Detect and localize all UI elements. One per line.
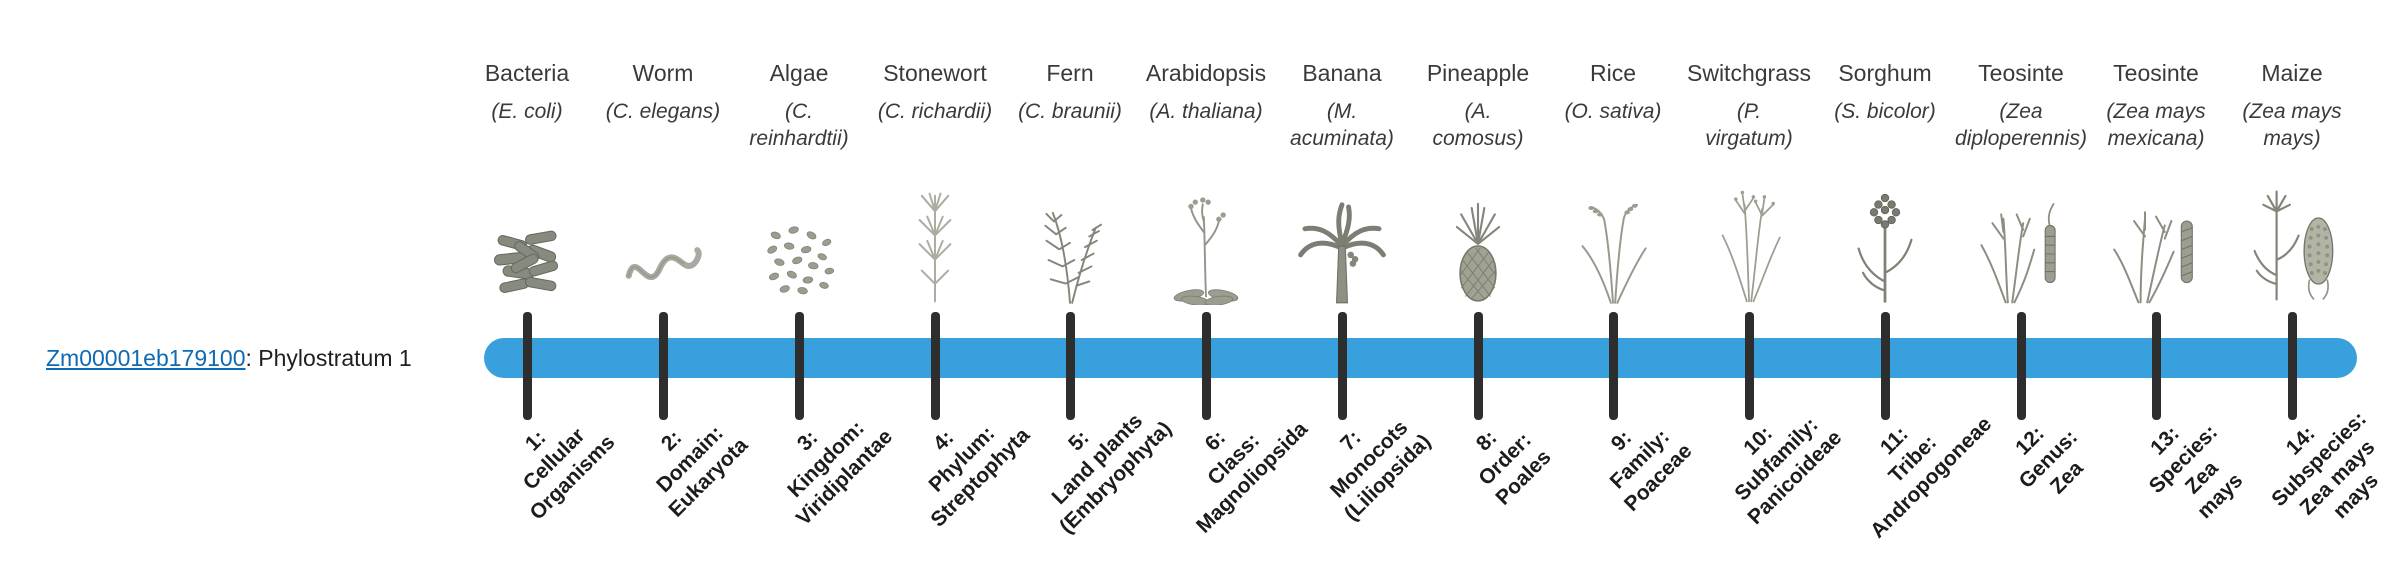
- banana-icon: [1267, 163, 1417, 305]
- taxon-scientific-name: (A. comosus): [1432, 100, 1524, 150]
- taxon-scientific-name: (Zea diploperennis): [1955, 100, 2087, 150]
- pineapple-icon: [1403, 163, 1553, 305]
- taxon-column: Teosinte (Zea mays mexicana) 13: Species…: [2081, 0, 2247, 580]
- arabidopsis-icon: [1131, 163, 1281, 305]
- taxon-column: Maize (Zea mays mays): [2217, 0, 2383, 580]
- taxon-common-name: Rice: [1589, 60, 1636, 86]
- taxon-column: Rice (O. sativa) 9: Family: Poaceae: [1538, 0, 1697, 580]
- taxon-common-name: Banana: [1302, 60, 1382, 86]
- taxon-common-name: Arabidopsis: [1145, 60, 1267, 86]
- taxon-common-name: Teosinte: [1978, 60, 2064, 86]
- taxon-common-name: Fern: [1046, 60, 1094, 86]
- taxon-common-name: Worm: [632, 60, 694, 86]
- taxon-scientific-name: (P. virgatum): [1705, 100, 1793, 150]
- taxon-scientific-name: (C. braunii): [1018, 100, 1122, 123]
- taxon-scientific-name: (E. coli): [491, 100, 563, 123]
- taxon-common-name: Stonewort: [883, 60, 987, 86]
- taxon-common-name: Bacteria: [484, 60, 570, 86]
- teosinte-icon: [1946, 163, 2096, 305]
- taxon-scientific-name: (Zea mays mays): [2242, 100, 2342, 150]
- taxon-column: Pineapple (A. comosus) 8: Order: Poales: [1403, 0, 1556, 580]
- taxon-scientific-name: (C. richardii): [877, 100, 993, 123]
- taxon-column: Worm (C. elegans) 2: Domain: Eukaryota: [588, 0, 753, 580]
- taxon-column: Sorghum (S. bicolor) 11: Tribe: Andropog…: [1810, 0, 1995, 580]
- taxon-scientific-name: (S. bicolor): [1834, 100, 1936, 123]
- rice-icon: [1538, 163, 1688, 305]
- taxon-column: Switchgrass (P. virgatum) 10: Subfamily: [1674, 0, 1846, 580]
- taxon-common-name: Switchgrass: [1687, 60, 1811, 86]
- timeline-tick: [1337, 312, 1347, 420]
- timeline-tick: [2151, 312, 2161, 420]
- taxon-scientific-name: (M. acuminata): [1290, 100, 1394, 150]
- timeline-tick: [1880, 312, 1890, 420]
- switchgrass-icon: [1674, 163, 1824, 305]
- taxon-column: Arabidopsis (A. thaliana): [1131, 0, 1312, 580]
- timeline-tick: [1201, 312, 1211, 420]
- timeline-tick: [794, 312, 804, 420]
- taxon-common-name: Teosinte: [2113, 60, 2199, 86]
- algae-icon: [724, 163, 874, 305]
- timeline-tick: [2016, 312, 2026, 420]
- sorghum-icon: [1810, 163, 1960, 305]
- taxon-scientific-name: (O. sativa): [1564, 100, 1662, 123]
- bacteria-icon: [452, 163, 602, 305]
- taxon-common-name: Maize: [2261, 60, 2323, 86]
- timeline-tick: [930, 312, 940, 420]
- taxon-scientific-name: (Zea mays mexicana): [2106, 100, 2206, 150]
- gene-link[interactable]: Zm00001eb179100: [46, 345, 246, 371]
- worm-icon: [588, 163, 738, 305]
- teosinte-icon: [2081, 163, 2231, 305]
- taxon-column: Fern (C. braunii) 5: Land plants (Embryo…: [995, 0, 1176, 580]
- timeline-tick: [658, 312, 668, 420]
- timeline-tick: [1608, 312, 1618, 420]
- taxon-common-name: Sorghum: [1838, 60, 1932, 86]
- taxon-column: Banana (M. acuminata) 7: Monocots (Lilio…: [1267, 0, 1435, 580]
- stratum-label: 14: Subspecies: Zea mays mays: [2267, 407, 2384, 524]
- taxon-scientific-name: (A. thaliana): [1149, 100, 1263, 123]
- phylostratum-text: : Phylostratum 1: [245, 345, 412, 371]
- timeline-tick: [2287, 312, 2297, 420]
- stonewort-icon: [860, 163, 1010, 305]
- taxon-scientific-name: (C. reinhardtii): [749, 100, 849, 150]
- taxon-common-name: Pineapple: [1426, 60, 1530, 86]
- timeline-tick: [1473, 312, 1483, 420]
- gene-label: Zm00001eb179100: Phylostratum 1: [46, 338, 412, 378]
- taxon-column: Bacteria (E. coli) 1: Cellular Orga: [452, 0, 620, 580]
- taxon-column: Stonewort (C. richardii) 4: Phylum: Stre…: [860, 0, 1035, 580]
- maize-icon: [2217, 163, 2367, 305]
- timeline-tick: [1065, 312, 1075, 420]
- timeline-tick: [1744, 312, 1754, 420]
- taxon-common-name: Algae: [769, 60, 829, 86]
- timeline-tick: [522, 312, 532, 420]
- taxon-scientific-name: (C. elegans): [605, 100, 721, 123]
- taxon-column: Algae (C. reinhardtii): [724, 0, 897, 580]
- taxon-column: Teosinte (Zea diploperennis) 12: Genus: …: [1946, 0, 2096, 580]
- fern-icon: [995, 163, 1145, 305]
